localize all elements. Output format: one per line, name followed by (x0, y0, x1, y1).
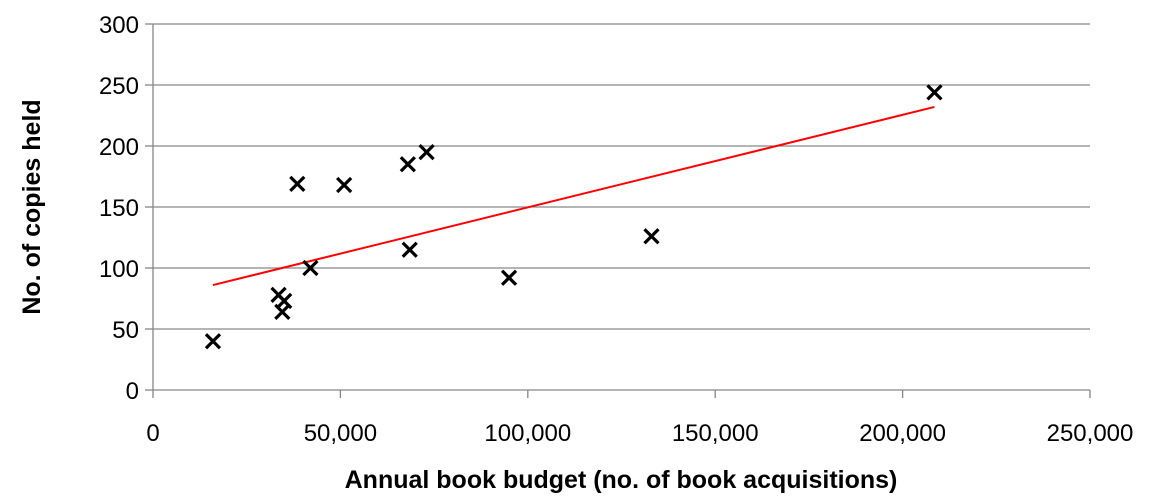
x-tick-label: 250,000 (1047, 420, 1134, 447)
data-point (302, 259, 319, 277)
y-tick-label: 0 (126, 378, 139, 405)
data-point (500, 269, 518, 286)
y-tick-label: 250 (99, 73, 139, 100)
x-tick-label: 100,000 (484, 420, 571, 447)
data-point (204, 333, 222, 350)
data-point (336, 176, 353, 194)
data-point (926, 84, 943, 101)
y-axis-title: No. of copies held (18, 99, 46, 314)
x-tick-labels: 0 50,000 100,000 150,000 200,000 250,000 (146, 420, 1133, 447)
y-tick-label: 200 (99, 134, 139, 161)
y-tick-label: 150 (99, 195, 139, 222)
x-tick-label: 200,000 (859, 420, 946, 447)
x-tick-label: 50,000 (304, 420, 377, 447)
data-points (204, 84, 943, 350)
data-point (418, 143, 435, 161)
axes (145, 23, 1091, 398)
y-tick-label: 300 (99, 12, 139, 39)
y-tick-label: 50 (112, 317, 139, 344)
trendline-group (212, 105, 935, 287)
data-point (643, 228, 660, 245)
data-point (401, 241, 418, 258)
y-tick-labels: 0 50 100 150 200 250 300 (99, 12, 139, 405)
x-axis-title: Annual book budget (no. of book acquisit… (345, 466, 898, 494)
x-tick-label: 150,000 (672, 420, 759, 447)
data-point (276, 292, 293, 310)
y-tick-label: 100 (99, 256, 139, 283)
gridlines (153, 23, 1090, 330)
trendline (212, 105, 935, 287)
data-point (399, 156, 416, 173)
data-point (289, 175, 306, 192)
x-tick-label: 0 (146, 420, 159, 447)
